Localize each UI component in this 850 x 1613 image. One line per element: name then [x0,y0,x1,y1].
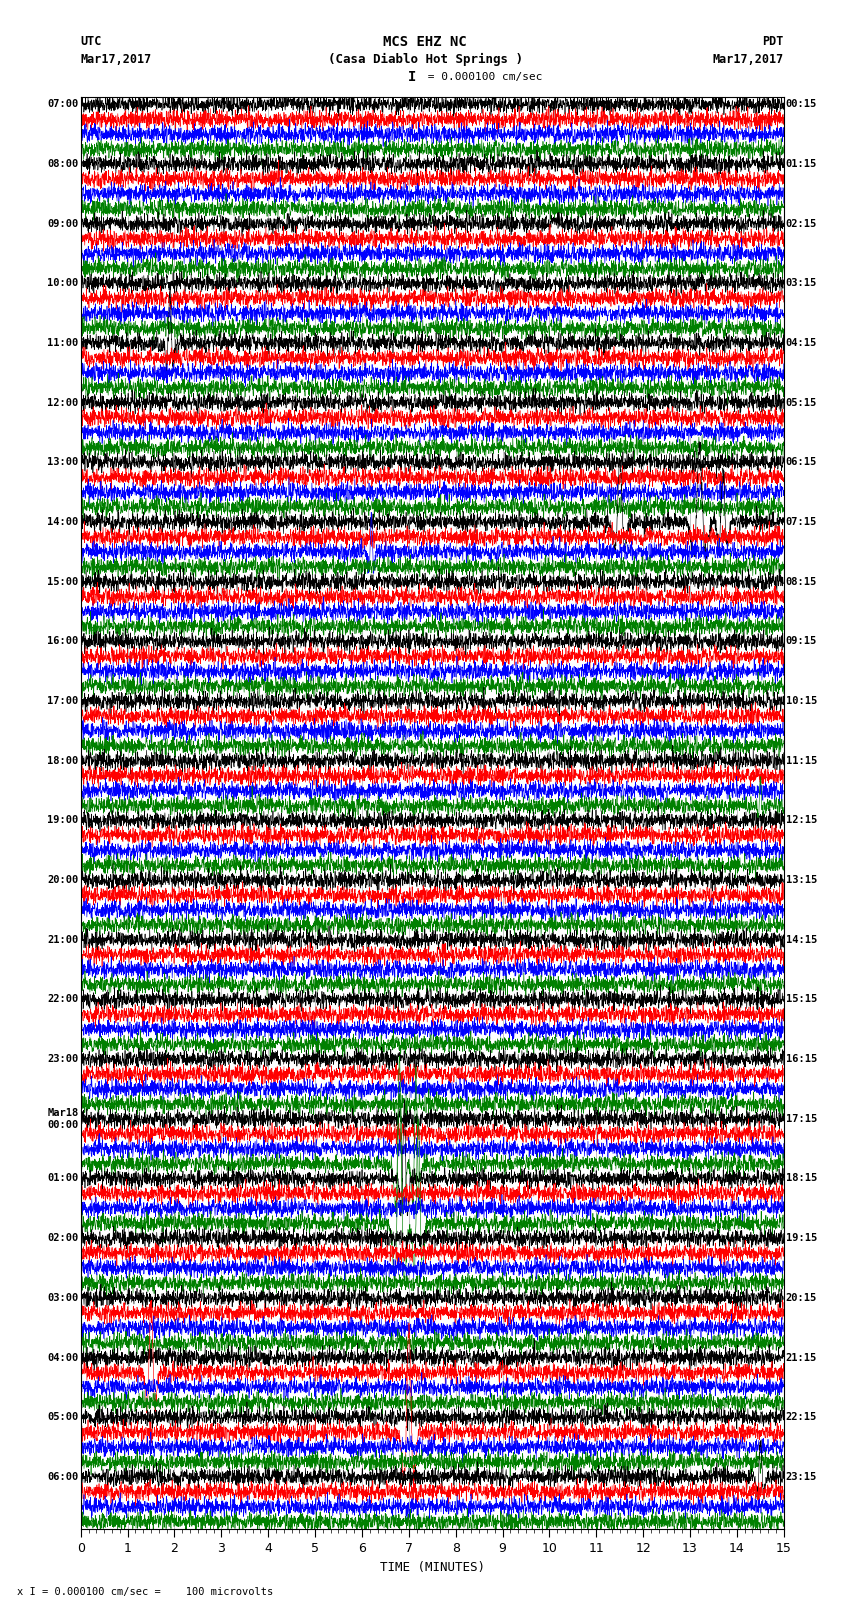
Text: 23:00: 23:00 [48,1055,79,1065]
Text: 14:00: 14:00 [48,518,79,527]
Text: 22:15: 22:15 [785,1413,817,1423]
Text: 05:00: 05:00 [48,1413,79,1423]
Text: MCS EHZ NC: MCS EHZ NC [383,35,467,48]
Text: 15:00: 15:00 [48,577,79,587]
Text: 13:00: 13:00 [48,458,79,468]
Text: Mar18
00:00: Mar18 00:00 [48,1108,79,1129]
Text: 01:15: 01:15 [785,160,817,169]
Text: 05:15: 05:15 [785,398,817,408]
Text: 03:15: 03:15 [785,279,817,289]
Text: (Casa Diablo Hot Springs ): (Casa Diablo Hot Springs ) [327,53,523,66]
Text: 22:00: 22:00 [48,995,79,1005]
Text: = 0.000100 cm/sec: = 0.000100 cm/sec [421,73,542,82]
Text: Mar17,2017: Mar17,2017 [712,53,784,66]
Text: 12:00: 12:00 [48,398,79,408]
Text: 00:15: 00:15 [785,100,817,110]
Text: 13:15: 13:15 [785,876,817,886]
Text: 06:15: 06:15 [785,458,817,468]
Text: Mar17,2017: Mar17,2017 [81,53,152,66]
Text: 10:00: 10:00 [48,279,79,289]
Text: 04:15: 04:15 [785,339,817,348]
X-axis label: TIME (MINUTES): TIME (MINUTES) [380,1561,484,1574]
Text: PDT: PDT [762,35,784,48]
Text: 16:15: 16:15 [785,1055,817,1065]
Text: UTC: UTC [81,35,102,48]
Text: 01:00: 01:00 [48,1174,79,1184]
Text: 15:15: 15:15 [785,995,817,1005]
Text: 17:00: 17:00 [48,697,79,706]
Text: 11:15: 11:15 [785,756,817,766]
Text: 11:00: 11:00 [48,339,79,348]
Text: I: I [408,71,416,84]
Text: 02:00: 02:00 [48,1234,79,1244]
Text: 09:00: 09:00 [48,219,79,229]
Text: 23:15: 23:15 [785,1473,817,1482]
Text: 12:15: 12:15 [785,816,817,826]
Text: 18:00: 18:00 [48,756,79,766]
Text: 21:00: 21:00 [48,936,79,945]
Text: 07:00: 07:00 [48,100,79,110]
Text: 16:00: 16:00 [48,637,79,647]
Text: 06:00: 06:00 [48,1473,79,1482]
Text: 21:15: 21:15 [785,1353,817,1363]
Text: 09:15: 09:15 [785,637,817,647]
Text: 20:00: 20:00 [48,876,79,886]
Text: 08:00: 08:00 [48,160,79,169]
Text: 04:00: 04:00 [48,1353,79,1363]
Text: 19:00: 19:00 [48,816,79,826]
Text: 19:15: 19:15 [785,1234,817,1244]
Text: x I = 0.000100 cm/sec =    100 microvolts: x I = 0.000100 cm/sec = 100 microvolts [17,1587,273,1597]
Text: 18:15: 18:15 [785,1174,817,1184]
Text: 14:15: 14:15 [785,936,817,945]
Text: 20:15: 20:15 [785,1294,817,1303]
Text: 10:15: 10:15 [785,697,817,706]
Text: 17:15: 17:15 [785,1115,817,1124]
Text: 02:15: 02:15 [785,219,817,229]
Text: 07:15: 07:15 [785,518,817,527]
Text: 03:00: 03:00 [48,1294,79,1303]
Text: 08:15: 08:15 [785,577,817,587]
